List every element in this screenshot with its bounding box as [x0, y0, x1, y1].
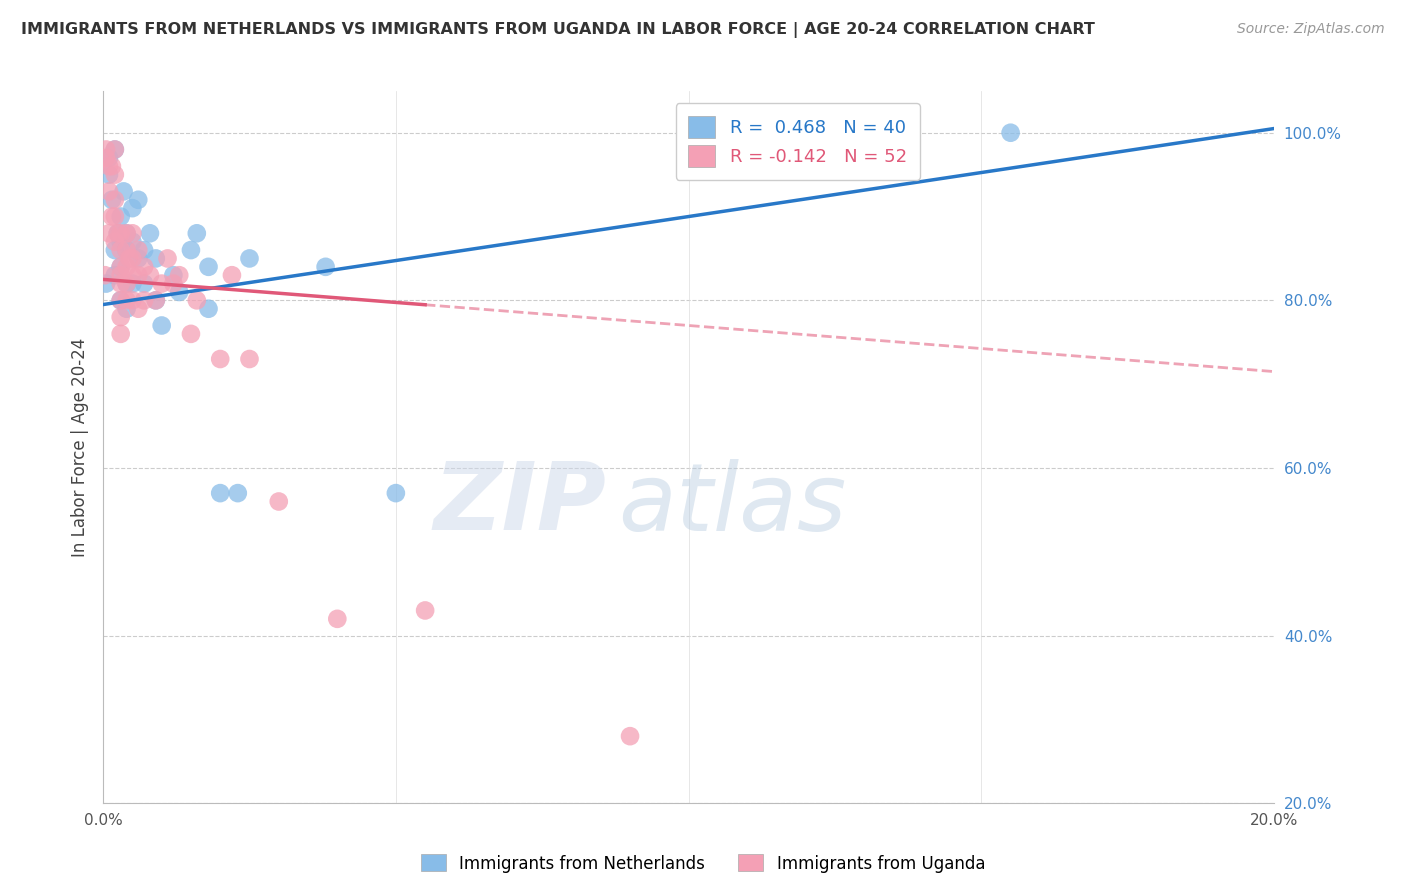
Point: [110, 235, 132, 249]
Point: [115, 243, 138, 257]
Point: [162, 268, 184, 283]
Text: IMMIGRANTS FROM NETHERLANDS VS IMMIGRANTS FROM UGANDA IN LABOR FORCE | AGE 20-24: IMMIGRANTS FROM NETHERLANDS VS IMMIGRANT…: [21, 22, 1095, 38]
Point: [104, 143, 127, 157]
Point: [110, 310, 132, 325]
Point: [132, 260, 155, 274]
Point: [112, 185, 135, 199]
Point: [209, 351, 232, 366]
Point: [115, 277, 138, 291]
Point: [115, 293, 138, 308]
Point: [186, 293, 208, 308]
Point: [127, 301, 149, 316]
Point: [115, 260, 138, 274]
Point: [94, 143, 117, 157]
Point: [132, 243, 155, 257]
Point: [156, 252, 179, 266]
Point: [104, 235, 127, 249]
Point: [127, 252, 149, 266]
Point: [115, 227, 138, 241]
Point: [98, 227, 121, 241]
Point: [115, 277, 138, 291]
Point: [197, 260, 219, 274]
Point: [94, 151, 117, 165]
Point: [162, 277, 184, 291]
Point: [127, 243, 149, 257]
Point: [121, 201, 143, 215]
Point: [127, 193, 149, 207]
Point: [127, 268, 149, 283]
Point: [197, 301, 219, 316]
Point: [413, 603, 436, 617]
Point: [107, 227, 129, 241]
Point: [145, 252, 167, 266]
Point: [186, 227, 208, 241]
Point: [1000, 126, 1022, 140]
Point: [121, 235, 143, 249]
Point: [94, 268, 117, 283]
Point: [98, 168, 121, 182]
Point: [115, 301, 138, 316]
Point: [104, 210, 127, 224]
Point: [110, 227, 132, 241]
Point: [115, 227, 138, 241]
Point: [110, 268, 132, 283]
Point: [104, 268, 127, 283]
Point: [107, 227, 129, 241]
Point: [101, 159, 124, 173]
Point: [110, 293, 132, 308]
Point: [110, 326, 132, 341]
Point: [150, 318, 173, 333]
Point: [98, 151, 121, 165]
Point: [132, 293, 155, 308]
Point: [121, 277, 143, 291]
Point: [238, 351, 260, 366]
Point: [145, 293, 167, 308]
Point: [150, 277, 173, 291]
Point: [98, 159, 121, 173]
Point: [139, 268, 162, 283]
Point: [110, 277, 132, 291]
Point: [110, 260, 132, 274]
Point: [104, 168, 127, 182]
Point: [267, 494, 290, 508]
Point: [121, 293, 143, 308]
Point: [121, 268, 143, 283]
Point: [385, 486, 408, 500]
Point: [110, 293, 132, 308]
Text: atlas: atlas: [619, 458, 846, 549]
Point: [121, 227, 143, 241]
Point: [104, 243, 127, 257]
Point: [104, 193, 127, 207]
Point: [238, 252, 260, 266]
Point: [315, 260, 337, 274]
Point: [145, 293, 167, 308]
Point: [209, 486, 232, 500]
Point: [221, 268, 243, 283]
Point: [104, 143, 127, 157]
Point: [139, 227, 162, 241]
Point: [132, 277, 155, 291]
Y-axis label: In Labor Force | Age 20-24: In Labor Force | Age 20-24: [72, 337, 89, 557]
Point: [180, 243, 202, 257]
Point: [167, 285, 190, 299]
Point: [115, 243, 138, 257]
Point: [226, 486, 249, 500]
Point: [619, 729, 641, 743]
Legend: R =  0.468   N = 40, R = -0.142   N = 52: R = 0.468 N = 40, R = -0.142 N = 52: [676, 103, 920, 180]
Point: [110, 210, 132, 224]
Point: [98, 185, 121, 199]
Point: [118, 252, 141, 266]
Point: [110, 243, 132, 257]
Point: [101, 210, 124, 224]
Point: [167, 268, 190, 283]
Text: Source: ZipAtlas.com: Source: ZipAtlas.com: [1237, 22, 1385, 37]
Point: [94, 277, 117, 291]
Text: ZIP: ZIP: [434, 458, 606, 550]
Point: [326, 612, 349, 626]
Point: [110, 260, 132, 274]
Point: [180, 326, 202, 341]
Point: [101, 193, 124, 207]
Point: [121, 252, 143, 266]
Legend: Immigrants from Netherlands, Immigrants from Uganda: Immigrants from Netherlands, Immigrants …: [415, 847, 991, 880]
